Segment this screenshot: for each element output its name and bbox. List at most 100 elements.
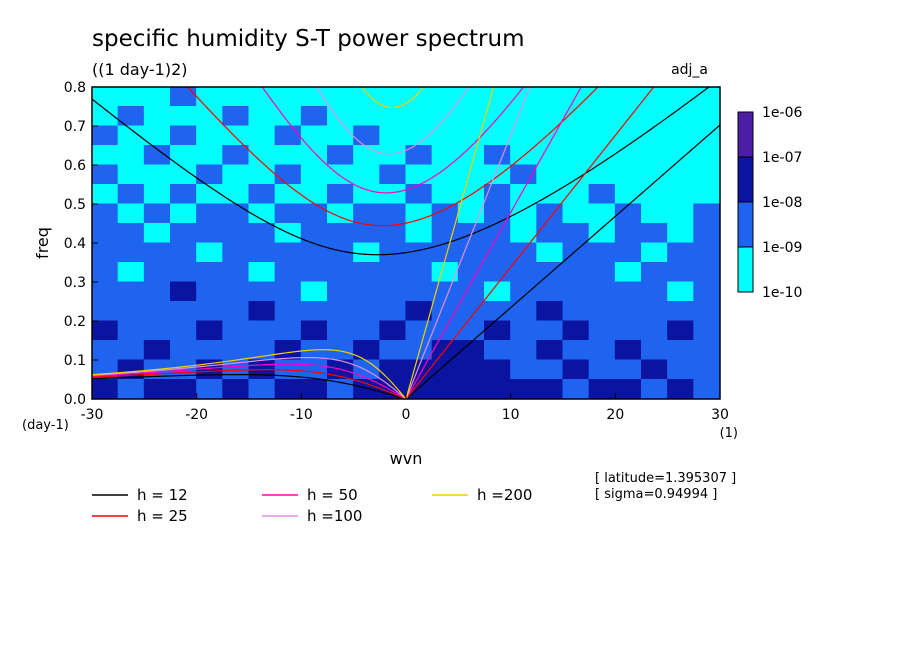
field-cell	[667, 340, 695, 361]
field-cell	[562, 184, 590, 205]
field-cell	[222, 301, 250, 322]
field-cell	[379, 242, 407, 263]
field-cell	[614, 203, 642, 224]
field-cell	[196, 320, 224, 341]
field-cell	[379, 320, 407, 341]
field-cell	[588, 262, 616, 283]
field-cell	[693, 106, 720, 127]
field-cell	[170, 87, 198, 107]
field-cell	[196, 184, 224, 205]
field-cell	[484, 106, 512, 127]
field-cell	[143, 125, 171, 146]
field-cell	[117, 379, 145, 399]
legend-label: h =200	[477, 486, 532, 504]
chart-subtitle: ((1 day-1)2)	[92, 60, 188, 79]
field-cell	[92, 223, 119, 244]
field-cell	[196, 106, 224, 127]
field-cell	[274, 262, 302, 283]
legend-label: h = 50	[307, 486, 358, 504]
gravity-curve	[261, 87, 525, 194]
field-cell	[484, 262, 512, 283]
colorbar-label: 1e-10	[762, 285, 802, 301]
field-cell	[92, 203, 119, 224]
field-cell	[170, 203, 198, 224]
field-cell	[510, 87, 538, 107]
field-cell	[327, 301, 355, 322]
field-cell	[379, 184, 407, 205]
y-tick-label: 0.4	[64, 236, 86, 252]
field-cell	[196, 145, 224, 166]
field-cell	[196, 203, 224, 224]
field-cell	[327, 320, 355, 341]
field-cell	[92, 242, 119, 263]
field-cell	[117, 125, 145, 146]
field-cell	[536, 281, 564, 302]
x-tick-label: 30	[711, 407, 729, 423]
field-cell	[614, 359, 642, 380]
field-cell	[300, 125, 328, 146]
field-cell	[353, 281, 381, 302]
field-cell	[170, 125, 198, 146]
field-cell	[274, 242, 302, 263]
field-cell	[484, 359, 512, 380]
field-cell	[667, 223, 695, 244]
field-cell	[92, 281, 119, 302]
field-cell	[405, 320, 433, 341]
field-cell	[222, 281, 250, 302]
field-cell	[667, 125, 695, 146]
colorbar-label: 1e-08	[762, 195, 802, 211]
field-cell	[353, 379, 381, 399]
field-cell	[457, 320, 485, 341]
field-cell	[641, 203, 669, 224]
field-cell	[117, 340, 145, 361]
field-cell	[300, 320, 328, 341]
field-cell	[536, 87, 564, 107]
gravity-curve	[92, 87, 710, 256]
field-cell	[92, 106, 119, 127]
field-cell	[405, 164, 433, 185]
field-cell	[143, 203, 171, 224]
field-cell	[196, 281, 224, 302]
x-tick-label: 10	[502, 407, 520, 423]
field-cell	[484, 320, 512, 341]
field-cell	[327, 262, 355, 283]
field-cell	[431, 242, 459, 263]
field-cell	[562, 340, 590, 361]
field-cell	[222, 262, 250, 283]
field-cell	[143, 242, 171, 263]
gravity-curve	[316, 87, 470, 155]
field-cell	[274, 87, 302, 107]
field-cell	[248, 184, 276, 205]
field-cell	[170, 262, 198, 283]
field-cell	[353, 320, 381, 341]
field-cell	[143, 106, 171, 127]
field-cell	[379, 145, 407, 166]
note: [ latitude=1.395307 ]	[595, 471, 736, 486]
field-cell	[536, 301, 564, 322]
field-cell	[667, 87, 695, 107]
field-cell	[248, 203, 276, 224]
field-cell	[431, 281, 459, 302]
field-cell	[379, 281, 407, 302]
y-unit: (day-1)	[22, 418, 69, 433]
colorbar-segment	[737, 156, 754, 203]
field-cell	[327, 145, 355, 166]
x-tick-label: -10	[290, 407, 313, 423]
field-cell	[379, 106, 407, 127]
field-cell	[510, 262, 538, 283]
field-cell	[222, 164, 250, 185]
colorbar-segment	[737, 111, 754, 158]
x-axis-label: wvn	[390, 449, 423, 468]
field-cell	[484, 184, 512, 205]
field-cell	[353, 242, 381, 263]
field-cell	[510, 125, 538, 146]
field-cell	[614, 262, 642, 283]
field-cell	[484, 125, 512, 146]
field-cell	[196, 242, 224, 263]
field-cell	[143, 281, 171, 302]
rossby-curve	[92, 363, 407, 399]
field-cell	[327, 125, 355, 146]
field-cell	[353, 145, 381, 166]
field-cell	[196, 223, 224, 244]
field-cell	[614, 281, 642, 302]
